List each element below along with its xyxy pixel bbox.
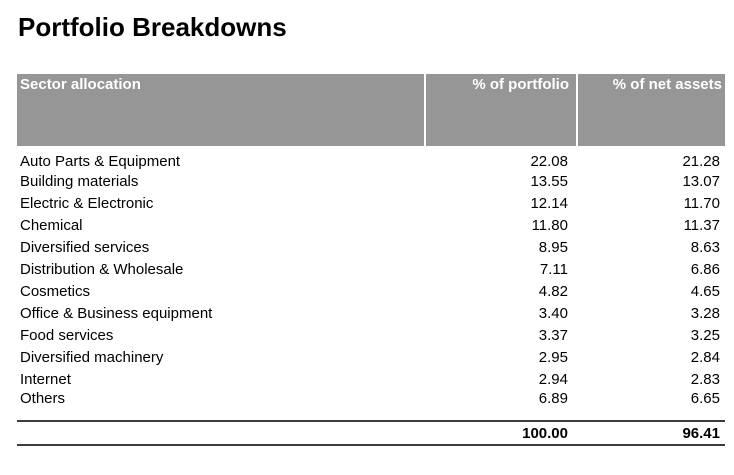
table-row: Cosmetics 4.82 4.65 <box>17 280 725 302</box>
sector-name: Chemical <box>20 216 83 234</box>
sector-name: Cosmetics <box>20 282 91 300</box>
pct-of-net-assets-value: 2.84 <box>690 348 720 366</box>
column-header-pct-of-portfolio: % of portfolio <box>424 74 577 146</box>
pct-of-portfolio-value: 8.95 <box>538 238 568 256</box>
column-header-sector-allocation: Sector allocation <box>17 74 425 146</box>
pct-of-net-assets-value: 4.65 <box>690 282 720 300</box>
sector-name: Internet <box>20 370 71 388</box>
table-row: Others 6.89 6.65 <box>17 390 725 421</box>
pct-of-portfolio-value: 22.08 <box>530 153 568 170</box>
pct-of-portfolio-value: 12.14 <box>530 194 568 212</box>
table-header-row: Sector allocation % of portfolio % of ne… <box>17 74 725 146</box>
pct-of-portfolio-value: 6.89 <box>538 390 568 407</box>
total-pct-of-net-assets: 96.41 <box>577 420 725 446</box>
sector-allocation-table: Sector allocation % of portfolio % of ne… <box>17 74 725 446</box>
pct-of-net-assets-value: 3.28 <box>690 304 720 322</box>
table-row: Diversified machinery 2.95 2.84 <box>17 346 725 368</box>
pct-of-portfolio-value: 13.55 <box>530 172 568 190</box>
sector-name: Office & Business equipment <box>20 304 213 322</box>
pct-of-portfolio-value: 2.94 <box>538 370 568 388</box>
table-row: Food services 3.37 3.25 <box>17 324 725 346</box>
table-body: Auto Parts & Equipment 22.08 21.28 Build… <box>17 146 725 421</box>
table-total-row: 100.00 96.41 <box>17 420 725 446</box>
pct-of-net-assets-value: 11.37 <box>683 216 720 234</box>
table-row: Auto Parts & Equipment 22.08 21.28 <box>17 146 725 170</box>
total-row-empty-cell <box>17 420 425 446</box>
total-pct-of-portfolio: 100.00 <box>425 420 577 446</box>
sector-name: Diversified machinery <box>20 348 164 366</box>
pct-of-net-assets-value: 6.65 <box>690 390 720 407</box>
pct-of-portfolio-value: 3.37 <box>538 326 568 344</box>
pct-of-net-assets-value: 3.25 <box>690 326 720 344</box>
table-row: Office & Business equipment 3.40 3.28 <box>17 302 725 324</box>
sector-name: Others <box>20 390 66 407</box>
table-row: Electric & Electronic 12.14 11.70 <box>17 192 725 214</box>
pct-of-net-assets-value: 2.83 <box>690 370 720 388</box>
table-footer: 100.00 96.41 <box>17 420 725 446</box>
sector-name: Distribution & Wholesale <box>20 260 184 278</box>
table-row: Chemical 11.80 11.37 <box>17 214 725 236</box>
column-header-pct-of-net-assets: % of net assets <box>576 74 725 146</box>
sector-name: Electric & Electronic <box>20 194 154 212</box>
pct-of-portfolio-value: 4.82 <box>538 282 568 300</box>
table-header: Sector allocation % of portfolio % of ne… <box>17 74 725 146</box>
pct-of-portfolio-value: 2.95 <box>538 348 568 366</box>
sector-name: Food services <box>20 326 114 344</box>
sector-name: Auto Parts & Equipment <box>20 153 181 170</box>
sector-name: Diversified services <box>20 238 150 256</box>
sector-name: Building materials <box>20 172 139 190</box>
table-row: Distribution & Wholesale 7.11 6.86 <box>17 258 725 280</box>
table-row: Internet 2.94 2.83 <box>17 368 725 390</box>
pct-of-net-assets-value: 21.28 <box>682 153 720 170</box>
pct-of-portfolio-value: 7.11 <box>539 260 568 278</box>
pct-of-net-assets-value: 13.07 <box>682 172 720 190</box>
table-row: Diversified services 8.95 8.63 <box>17 236 725 258</box>
pct-of-net-assets-value: 6.86 <box>690 260 720 278</box>
table-row: Building materials 13.55 13.07 <box>17 170 725 192</box>
page-title: Portfolio Breakdowns <box>18 12 287 42</box>
pct-of-net-assets-value: 8.63 <box>690 238 720 256</box>
pct-of-portfolio-value: 3.40 <box>538 304 568 322</box>
pct-of-net-assets-value: 11.70 <box>683 194 720 212</box>
pct-of-portfolio-value: 11.80 <box>531 216 568 234</box>
